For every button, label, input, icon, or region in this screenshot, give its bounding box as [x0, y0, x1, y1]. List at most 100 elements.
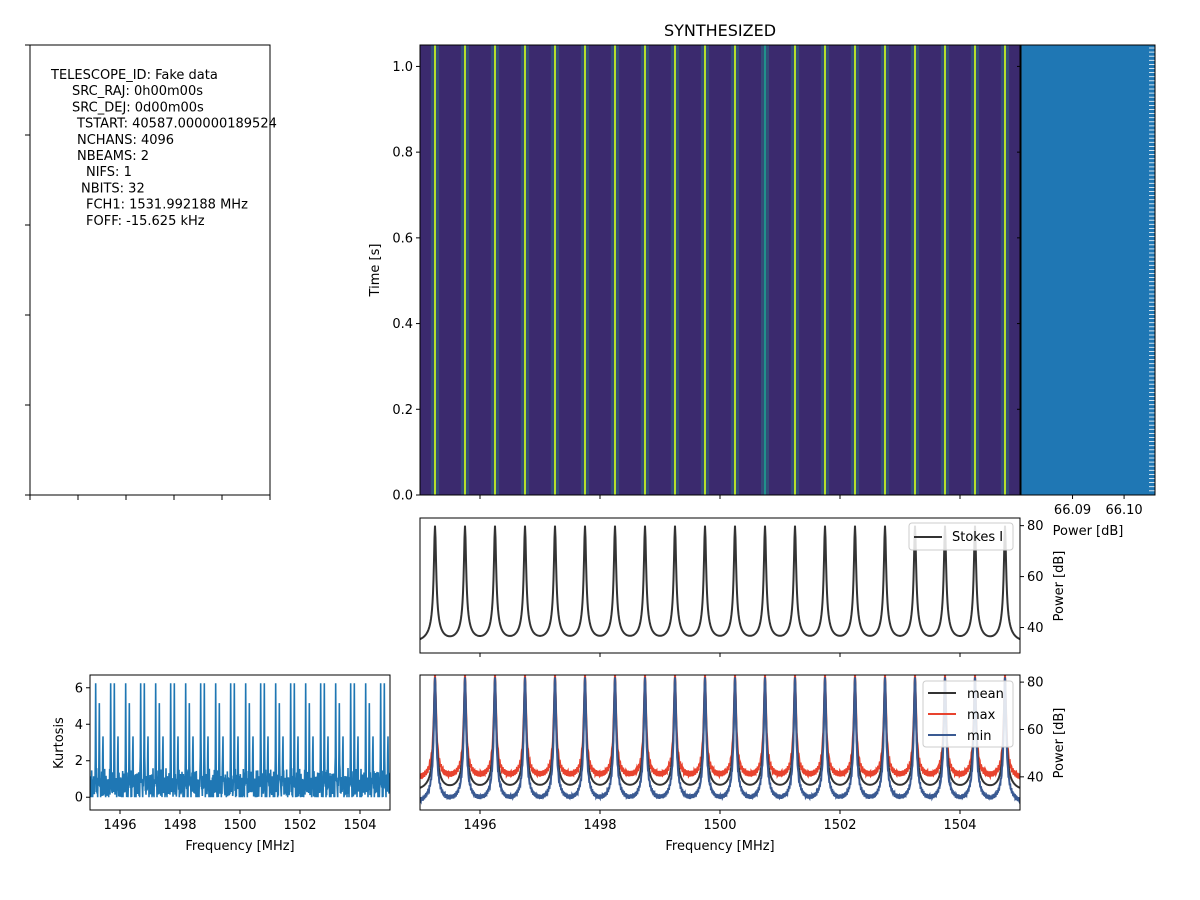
- timeseries-frame: [1020, 44, 1156, 496]
- timeseries-x-tick-label: 66.10: [1105, 503, 1142, 518]
- waterfall-line: [614, 45, 616, 495]
- mean-max-min-x-tick-label: 1502: [823, 818, 856, 833]
- spectrum-y-tick-label: 40: [1027, 621, 1044, 636]
- waterfall-y-tick-label: 0.2: [392, 403, 413, 418]
- mean-max-min-x-tick-label: 1500: [703, 818, 736, 833]
- max-line: [420, 675, 1020, 781]
- figure-title: SYNTHESIZED: [664, 21, 776, 40]
- timeseries-fill: [1021, 45, 1155, 495]
- header-line: FOFF: -15.625 kHz: [86, 214, 205, 229]
- kurtosis-x-ticks: 1496 1498 1500 1502 1504: [103, 810, 377, 833]
- mean-max-min-plot: 40 60 80 1496 1498 1500 1502 1504 Frequency [M…: [419, 674, 1067, 854]
- kurtosis-x-tick-label: 1496: [103, 818, 136, 833]
- kurtosis-y-tick-label: 6: [75, 681, 83, 696]
- kurtosis-y-tick-label: 4: [75, 718, 83, 733]
- mean-max-min-x-ticks: 1496 1498 1500 1502 1504: [463, 810, 977, 833]
- waterfall-line: [824, 45, 826, 495]
- timeseries-x-ticks: 66.09 66.10: [1054, 495, 1143, 518]
- waterfall-line: [974, 45, 976, 495]
- waterfall-line: [944, 45, 946, 495]
- timeseries-x-tick-label: 66.09: [1054, 503, 1091, 518]
- waterfall-line: [704, 45, 706, 495]
- waterfall-line: [464, 45, 466, 495]
- waterfall-y-ticks: 0.0 0.2 0.4 0.6 0.8 1.0: [392, 60, 420, 504]
- waterfall-plot: 0.0 0.2 0.4 0.6 0.8 1.0 Time [s]: [368, 44, 1021, 504]
- kurtosis-x-tick-label: 1504: [343, 818, 376, 833]
- waterfall-line: [734, 45, 736, 495]
- header-line: NBEAMS: 2: [77, 149, 149, 164]
- header-line: NBITS: 32: [81, 181, 145, 196]
- waterfall-line: [554, 45, 556, 495]
- kurtosis-x-tick-label: 1500: [223, 818, 256, 833]
- header-line: SRC_DEJ: 0d00m00s: [72, 100, 204, 115]
- waterfall-y-tick-label: 0.8: [392, 146, 413, 161]
- kurtosis-x-label: Frequency [MHz]: [185, 839, 294, 854]
- mean-max-min-x-tick-label: 1504: [943, 818, 976, 833]
- waterfall-line: [1004, 45, 1006, 495]
- waterfall-line: [494, 45, 496, 495]
- waterfall-line: [764, 45, 766, 495]
- waterfall-line: [644, 45, 646, 495]
- spectrum-y-tick-label: 80: [1027, 519, 1044, 534]
- header-ticks: [25, 44, 271, 500]
- waterfall-line: [854, 45, 856, 495]
- header-line: FCH1: 1531.992188 MHz: [86, 198, 248, 213]
- mean-max-min-x-label: Frequency [MHz]: [665, 839, 774, 854]
- kurtosis-y-tick-label: 2: [75, 754, 83, 769]
- mean-line: [420, 677, 1020, 789]
- legend-max-label: max: [967, 708, 996, 723]
- kurtosis-line: [90, 683, 390, 798]
- mean-max-min-legend: mean max min: [922, 680, 1014, 748]
- spectrum-y-ticks: 40 60 80: [1020, 519, 1044, 636]
- waterfall-y-tick-label: 0.6: [392, 231, 413, 246]
- timeseries-y-ticks: [1017, 65, 1021, 496]
- header-frame: [29, 44, 271, 496]
- kurtosis-y-ticks: 0 2 4 6: [75, 681, 90, 806]
- header-line: TSTART: 40587.000000189524: [76, 117, 277, 132]
- spectrum-x-ticks: [479, 653, 961, 657]
- min-line: [420, 677, 1020, 805]
- waterfall-y-tick-label: 1.0: [392, 60, 413, 75]
- waterfall-background: [420, 45, 1020, 495]
- kurtosis-x-tick-label: 1498: [163, 818, 196, 833]
- mean-max-min-y-label: Power [dB]: [1052, 708, 1067, 779]
- waterfall-y-tick-label: 0.0: [392, 489, 413, 504]
- waterfall-y-label: Time [s]: [368, 244, 383, 298]
- mean-max-min-x-tick-label: 1498: [583, 818, 616, 833]
- kurtosis-y-label: Kurtosis: [52, 717, 67, 769]
- waterfall-lines: [431, 45, 1009, 495]
- waterfall-line: [674, 45, 676, 495]
- waterfall-line: [794, 45, 796, 495]
- timeseries-plot: 66.09 66.10 Power [dB]: [1017, 44, 1156, 539]
- waterfall-line: [584, 45, 586, 495]
- waterfall-line: [434, 45, 436, 495]
- waterfall-line: [914, 45, 916, 495]
- kurtosis-y-tick-label: 0: [75, 791, 83, 806]
- header-line: NIFS: 1: [86, 165, 132, 180]
- legend-stokes-label: Stokes I: [952, 530, 1003, 545]
- header-line: SRC_RAJ: 0h00m00s: [72, 84, 203, 99]
- mean-max-min-legend-box: [922, 680, 1014, 748]
- mean-max-min-y-tick-label: 40: [1027, 770, 1044, 785]
- stokes-line: [420, 525, 1020, 641]
- legend-mean-label: mean: [967, 687, 1004, 702]
- mean-max-min-x-tick-label: 1496: [463, 818, 496, 833]
- mean-max-min-y-tick-label: 60: [1027, 723, 1044, 738]
- spectrum-y-tick-label: 60: [1027, 570, 1044, 585]
- spectrum-y-label: Power [dB]: [1052, 551, 1067, 622]
- waterfall-line: [884, 45, 886, 495]
- kurtosis-x-tick-label: 1502: [283, 818, 316, 833]
- mean-max-min-y-ticks: 40 60 80: [1020, 676, 1044, 785]
- waterfall-x-ticks: [479, 495, 961, 499]
- header-line: TELESCOPE_ID: Fake data: [50, 68, 218, 83]
- spectrum-plot: 40 60 80 Power [dB] Stokes I: [419, 517, 1067, 657]
- legend-min-label: min: [967, 729, 992, 744]
- kurtosis-plot: 0 2 4 6 1496 1498 1500 1502 1504 Frequency [MHz…: [52, 674, 391, 854]
- mean-max-min-y-tick-label: 80: [1027, 676, 1044, 691]
- header-line: NCHANS: 4096: [77, 133, 174, 148]
- spectrum-legend-box: [908, 522, 1014, 551]
- waterfall-y-tick-label: 0.4: [392, 317, 413, 332]
